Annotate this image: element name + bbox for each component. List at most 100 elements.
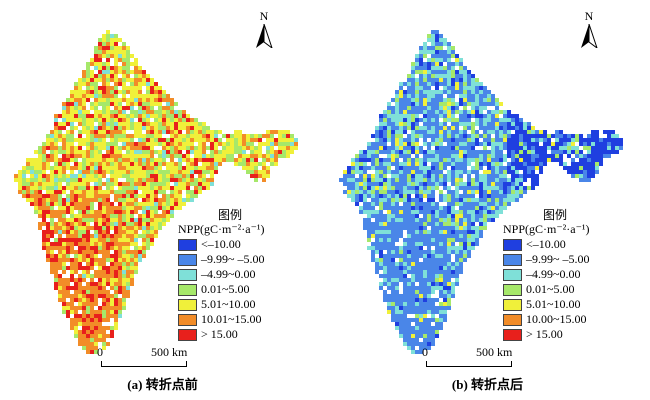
npp-pixel — [98, 274, 102, 278]
npp-pixel — [58, 294, 62, 298]
npp-pixel — [118, 298, 122, 302]
npp-pixel — [467, 90, 471, 94]
npp-pixel — [98, 194, 102, 198]
npp-pixel — [391, 150, 395, 154]
npp-pixel — [407, 210, 411, 214]
npp-pixel — [387, 250, 391, 254]
npp-pixel — [94, 218, 98, 222]
npp-pixel — [467, 102, 471, 106]
npp-pixel — [503, 134, 507, 138]
npp-pixel — [106, 50, 110, 54]
npp-pixel — [94, 190, 98, 194]
npp-pixel — [86, 318, 90, 322]
npp-pixel — [511, 190, 515, 194]
npp-pixel — [403, 126, 407, 130]
npp-pixel — [166, 138, 170, 142]
npp-pixel — [463, 146, 467, 150]
npp-pixel — [427, 246, 431, 250]
npp-pixel — [423, 334, 427, 338]
npp-pixel — [411, 270, 415, 274]
npp-pixel — [94, 338, 98, 342]
npp-pixel — [106, 46, 110, 50]
npp-pixel — [427, 238, 431, 242]
npp-pixel — [395, 274, 399, 278]
npp-pixel — [395, 202, 399, 206]
npp-pixel — [146, 138, 150, 142]
npp-pixel — [202, 146, 206, 150]
npp-pixel — [78, 222, 82, 226]
npp-pixel — [78, 258, 82, 262]
npp-pixel — [214, 158, 218, 162]
npp-pixel — [387, 114, 391, 118]
npp-pixel — [62, 278, 66, 282]
npp-pixel — [122, 206, 126, 210]
npp-pixel — [431, 266, 435, 270]
npp-pixel — [399, 122, 403, 126]
npp-pixel — [106, 234, 110, 238]
npp-pixel — [431, 134, 435, 138]
npp-pixel — [178, 174, 182, 178]
npp-pixel — [22, 182, 26, 186]
npp-pixel — [110, 110, 114, 114]
npp-pixel — [114, 238, 118, 242]
npp-pixel — [427, 310, 431, 314]
npp-pixel — [451, 142, 455, 146]
npp-pixel — [495, 206, 499, 210]
npp-pixel — [451, 218, 455, 222]
npp-pixel — [491, 110, 495, 114]
npp-pixel — [190, 142, 194, 146]
npp-pixel — [595, 146, 599, 150]
npp-pixel — [467, 234, 471, 238]
npp-pixel — [411, 118, 415, 122]
npp-pixel — [110, 234, 114, 238]
npp-pixel — [415, 82, 419, 86]
npp-pixel — [371, 258, 375, 262]
npp-pixel — [82, 166, 86, 170]
npp-pixel — [94, 326, 98, 330]
npp-pixel — [114, 242, 118, 246]
npp-pixel — [98, 338, 102, 342]
npp-pixel — [499, 122, 503, 126]
npp-pixel — [347, 178, 351, 182]
npp-pixel — [407, 190, 411, 194]
npp-pixel — [599, 142, 603, 146]
npp-pixel — [587, 166, 591, 170]
npp-pixel — [122, 122, 126, 126]
npp-pixel — [62, 138, 66, 142]
npp-pixel — [483, 186, 487, 190]
npp-pixel — [130, 86, 134, 90]
npp-pixel — [427, 242, 431, 246]
npp-pixel — [174, 134, 178, 138]
npp-pixel — [210, 146, 214, 150]
npp-pixel — [467, 114, 471, 118]
npp-pixel — [54, 198, 58, 202]
npp-pixel — [170, 170, 174, 174]
npp-pixel — [435, 226, 439, 230]
npp-pixel — [94, 114, 98, 118]
npp-pixel — [90, 90, 94, 94]
npp-pixel — [78, 290, 82, 294]
npp-pixel — [383, 274, 387, 278]
npp-pixel — [106, 118, 110, 122]
npp-pixel — [371, 202, 375, 206]
npp-pixel — [98, 86, 102, 90]
npp-pixel — [387, 258, 391, 262]
npp-pixel — [495, 190, 499, 194]
npp-pixel — [475, 138, 479, 142]
npp-pixel — [102, 282, 106, 286]
npp-pixel — [431, 62, 435, 66]
npp-pixel — [114, 222, 118, 226]
npp-pixel — [118, 238, 122, 242]
npp-pixel — [439, 206, 443, 210]
npp-pixel — [519, 122, 523, 126]
npp-pixel — [611, 150, 615, 154]
npp-pixel — [407, 330, 411, 334]
npp-pixel — [98, 62, 102, 66]
npp-pixel — [367, 218, 371, 222]
npp-pixel — [46, 222, 50, 226]
npp-pixel — [415, 270, 419, 274]
npp-pixel — [62, 154, 66, 158]
npp-pixel — [415, 318, 419, 322]
npp-pixel — [431, 66, 435, 70]
npp-pixel — [138, 182, 142, 186]
